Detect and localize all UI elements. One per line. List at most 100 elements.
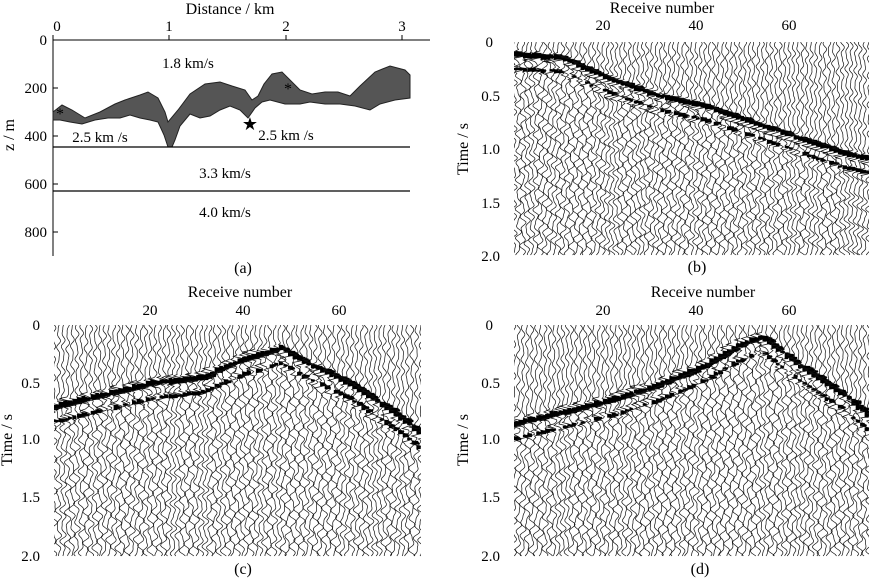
seismic-trace	[654, 42, 667, 256]
seismic-trace	[514, 325, 527, 557]
seismic-trace	[835, 42, 854, 256]
seismic-trace	[537, 325, 551, 557]
trace-fill	[864, 410, 869, 432]
seismic-trace	[199, 325, 217, 557]
trace-fill	[869, 417, 874, 434]
panel-d-y-ticks: 0 0.5 1.0 1.5 2.0	[481, 318, 500, 565]
seismic-trace	[629, 325, 648, 557]
trace-fill	[744, 340, 750, 345]
seismic-trace	[590, 325, 604, 557]
seismic-trace	[541, 325, 559, 557]
seismic-trace	[859, 42, 869, 256]
seismic-trace	[813, 325, 830, 557]
seismic-trace	[519, 42, 531, 256]
seismic-trace	[755, 42, 769, 256]
panel-a-anomaly-body	[52, 65, 411, 148]
seismic-trace	[58, 325, 75, 557]
panel-a-velocity-top: 1.8 km/s	[162, 56, 214, 72]
trace-fill	[297, 355, 306, 376]
seismic-trace	[713, 42, 729, 256]
seismic-trace	[555, 325, 572, 557]
seismic-trace	[842, 42, 855, 256]
seismic-trace	[729, 42, 743, 256]
seismic-trace	[565, 42, 581, 256]
seismic-trace	[573, 42, 589, 256]
seismic-trace	[514, 42, 528, 256]
panel-b-ytick-2: 1.0	[481, 142, 500, 158]
trace-fill	[851, 153, 858, 171]
seismic-trace	[186, 325, 202, 557]
seismic-trace	[603, 325, 618, 557]
panel-c-xtick-1: 40	[236, 303, 251, 319]
seismic-trace	[303, 325, 317, 557]
seismic-trace	[862, 325, 869, 555]
panel-c-ytick-1: 0.5	[21, 376, 40, 392]
panel-c-xtick-2: 60	[332, 303, 347, 319]
seismic-trace	[710, 42, 723, 256]
seismic-trace	[364, 325, 379, 557]
trace-fill	[771, 126, 779, 146]
trace-fill	[67, 400, 77, 420]
trace-fill	[416, 428, 421, 450]
trace-fill	[54, 404, 63, 423]
panel-a-velocity-left: 2.5 km /s	[72, 130, 128, 146]
seismic-trace	[541, 42, 554, 256]
panel-c-ytick-2: 1.0	[21, 432, 40, 448]
panel-a-velocity-right: 2.5 km /s	[258, 128, 314, 144]
seismic-trace	[741, 42, 756, 256]
seismic-trace	[856, 42, 868, 256]
panel-c-ylabel: Time / s	[0, 414, 16, 466]
panel-d-xtick-1: 40	[689, 303, 704, 319]
trace-fill	[219, 365, 226, 385]
seismic-trace	[849, 42, 863, 256]
seismic-trace	[794, 325, 815, 557]
seismic-trace	[164, 325, 179, 557]
panel-d: Receive number 20 40 60 0 0.5 1.0 1.5 2.…	[455, 284, 874, 578]
panel-c: Receive number 20 40 60 0 0.5 1.0 1.5 2.…	[0, 284, 421, 578]
panel-c-xtick-0: 20	[143, 303, 158, 319]
seismic-trace	[637, 325, 648, 557]
seismic-trace	[675, 325, 695, 557]
seismic-trace	[627, 42, 646, 256]
seismic-trace	[284, 325, 303, 557]
seismic-trace	[693, 325, 709, 557]
trace-fill	[758, 123, 764, 140]
trace-fill	[527, 52, 537, 72]
seismic-trace	[855, 325, 869, 557]
seismic-trace	[521, 325, 539, 557]
panel-c-caption: (c)	[234, 561, 252, 578]
seismic-trace	[236, 325, 252, 557]
panel-a-ytick-3: 600	[25, 177, 48, 193]
panel-d-xlabel: Receive number	[651, 284, 756, 301]
seismic-trace	[719, 325, 735, 557]
seismic-trace	[141, 325, 160, 557]
seismic-trace	[323, 325, 337, 557]
trace-fill	[660, 94, 666, 113]
seismic-trace	[787, 42, 800, 256]
seismic-trace	[758, 325, 777, 557]
seismic-trace	[345, 325, 362, 557]
seismic-trace	[571, 325, 584, 557]
seismic-trace	[109, 325, 123, 557]
trace-fill	[833, 147, 841, 165]
seismic-trace	[729, 325, 742, 557]
trace-fill	[846, 151, 854, 171]
panel-d-caption: (d)	[691, 561, 710, 578]
seismic-trace	[718, 42, 736, 256]
seismic-trace	[317, 325, 336, 557]
panel-d-ytick-0: 0	[486, 318, 494, 334]
trace-fill	[855, 154, 862, 173]
panel-b-xlabel: Receive number	[610, 0, 715, 17]
panel-b-seismogram	[514, 42, 869, 256]
trace-fill	[829, 383, 840, 403]
seismic-trace	[274, 325, 291, 557]
seismic-trace	[177, 325, 193, 557]
seismic-trace	[263, 325, 281, 557]
seismic-trace	[336, 325, 353, 557]
seismic-trace	[847, 325, 865, 557]
seismic-trace	[268, 325, 281, 557]
panel-b-y-ticks: 0 0.5 1.0 1.5 2.0	[481, 35, 500, 265]
seismic-trace	[380, 325, 394, 557]
panel-a-title: Distance / km	[186, 1, 275, 18]
seismic-trace	[397, 325, 414, 557]
